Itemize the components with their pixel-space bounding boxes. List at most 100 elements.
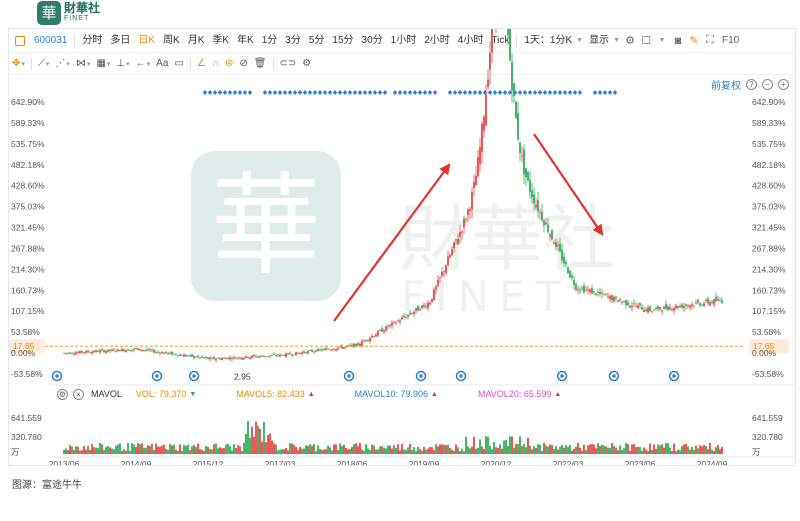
fibonacci-tool-icon[interactable]: ▦ ▾ — [96, 58, 111, 69]
event-marker-diamond — [332, 90, 338, 95]
zoom-out-icon[interactable]: − — [762, 79, 773, 90]
f10-button[interactable]: F10 — [722, 34, 740, 46]
ruler-icon[interactable]: ∠ — [196, 58, 206, 69]
last-price-tag-right — [749, 339, 789, 354]
adjust-mode-select[interactable]: 前复权 — [711, 81, 741, 92]
layout-icon[interactable]: ☐ — [641, 35, 651, 47]
period-30min[interactable]: 30分 — [361, 34, 383, 46]
volume-bar — [357, 446, 359, 454]
period-quarterly[interactable]: 季K — [212, 34, 230, 46]
candle-body — [123, 349, 125, 352]
drawing-settings-icon[interactable]: ⚙ — [302, 58, 312, 69]
candle-body — [131, 349, 133, 351]
arrow-tool-icon[interactable]: ← ▾ — [135, 58, 151, 69]
period-multiday[interactable]: 多日 — [110, 34, 131, 46]
measure-tool-icon[interactable]: ⊥ ▾ — [116, 58, 130, 69]
hide-drawings-icon[interactable]: ⊘ — [239, 58, 248, 69]
sidebar-toggle-icon[interactable] — [15, 35, 25, 46]
period-weekly[interactable]: 周K — [163, 34, 180, 46]
volume-bar — [65, 448, 67, 454]
candle-body — [353, 343, 355, 347]
event-marker-diamond — [457, 90, 463, 95]
event-marker-diamond — [542, 90, 548, 95]
period-intraday[interactable]: 分时 — [82, 34, 103, 46]
chevron-down-icon[interactable]: ▼ — [658, 37, 666, 44]
text-tool-icon[interactable]: Aa — [156, 58, 169, 69]
candle-body — [179, 354, 181, 356]
event-markers — [202, 90, 618, 95]
candle-body — [635, 306, 637, 307]
volume-bar — [609, 447, 611, 454]
event-marker-diamond — [552, 90, 558, 95]
volume-bar — [291, 443, 293, 454]
trash-icon[interactable]: 🗑 — [253, 58, 267, 69]
volume-bar — [265, 442, 267, 454]
volume-bar — [375, 449, 377, 454]
volume-bar — [205, 446, 207, 454]
candle-body — [289, 352, 291, 355]
event-marker-diamond — [327, 90, 333, 95]
stock-code[interactable]: 600031 — [34, 34, 68, 46]
close-icon[interactable]: × — [73, 388, 84, 400]
volume-bar — [195, 447, 197, 454]
period-15min[interactable]: 15分 — [332, 34, 354, 46]
chevron-down-icon[interactable]: ▼ — [576, 36, 584, 44]
volume-bar — [581, 450, 583, 454]
event-marker-diamond — [237, 90, 243, 95]
event-marker-diamond — [477, 90, 483, 95]
period-2hour[interactable]: 2小时 — [424, 34, 450, 46]
event-marker-diamond — [397, 90, 403, 95]
volume-indicator-name[interactable]: MAVOL — [91, 389, 122, 399]
period-1hour[interactable]: 1小时 — [390, 34, 417, 46]
event-marker-diamond — [277, 90, 283, 95]
camera-icon[interactable]: ◙ — [674, 34, 682, 47]
help-icon[interactable]: ? — [746, 79, 757, 90]
candle-body — [267, 355, 269, 357]
period-monthly[interactable]: 月K — [187, 34, 205, 46]
event-marker-diamond — [462, 90, 468, 95]
price-tick-right: 642.90% — [752, 97, 786, 107]
period-3min[interactable]: 3分 — [285, 34, 301, 46]
candle-body — [703, 303, 705, 306]
period-5min[interactable]: 5分 — [308, 34, 325, 46]
multi-chart-select[interactable]: 1天：1分K — [524, 34, 573, 46]
settings-icon[interactable]: ⚙ — [625, 35, 635, 47]
chevron-down-icon[interactable]: ▼ — [613, 36, 620, 44]
volume-bar — [647, 450, 649, 454]
zoom-in-icon[interactable]: + — [778, 79, 789, 90]
period-tick[interactable]: Tick — [491, 34, 510, 46]
volume-bar — [695, 445, 697, 454]
candle-body — [165, 351, 167, 353]
channel-tool-icon[interactable]: ⋰ ▾ — [55, 58, 70, 69]
pencil-icon[interactable]: ✎ — [689, 35, 699, 47]
comment-tool-icon[interactable]: ▭ — [174, 58, 184, 69]
volume-bar — [591, 443, 593, 454]
period-daily[interactable]: 日K — [138, 34, 156, 46]
volume-bar — [575, 446, 577, 454]
trendline-tool-icon[interactable]: ⟋ ▾ — [37, 58, 50, 69]
crosshair-icon[interactable]: ✥ ▾ — [12, 58, 25, 69]
volume-bar — [143, 447, 145, 454]
volume-bar — [109, 447, 111, 454]
candle-body — [609, 295, 611, 300]
divider — [272, 57, 274, 70]
volume-bar — [587, 445, 589, 454]
fullscreen-icon[interactable]: ⛶ — [706, 34, 714, 46]
link-icon[interactable]: ⊂⊃ — [279, 58, 297, 69]
lock-icon[interactable]: ⊜ — [225, 58, 234, 69]
volume-bar — [529, 445, 531, 454]
candle-body — [191, 354, 193, 357]
volume-bar — [111, 448, 113, 454]
display-select[interactable]: 显示 — [589, 34, 610, 46]
period-yearly[interactable]: 年K — [237, 34, 254, 46]
magnet-icon[interactable]: ∩ — [211, 58, 220, 69]
volume-bar — [689, 449, 691, 454]
settings-icon[interactable]: ⚙ — [57, 388, 68, 400]
period-4hour[interactable]: 4小时 — [457, 34, 484, 46]
chart-window: 600031 分时 多日 日K 周K 月K 季K 年K 1分 3分 5分 15分… — [8, 28, 796, 466]
pattern-tool-icon[interactable]: ⋈ ▾ — [75, 58, 91, 69]
volume-bar — [97, 447, 99, 454]
event-circle — [188, 370, 200, 382]
period-1min[interactable]: 1分 — [261, 34, 278, 46]
